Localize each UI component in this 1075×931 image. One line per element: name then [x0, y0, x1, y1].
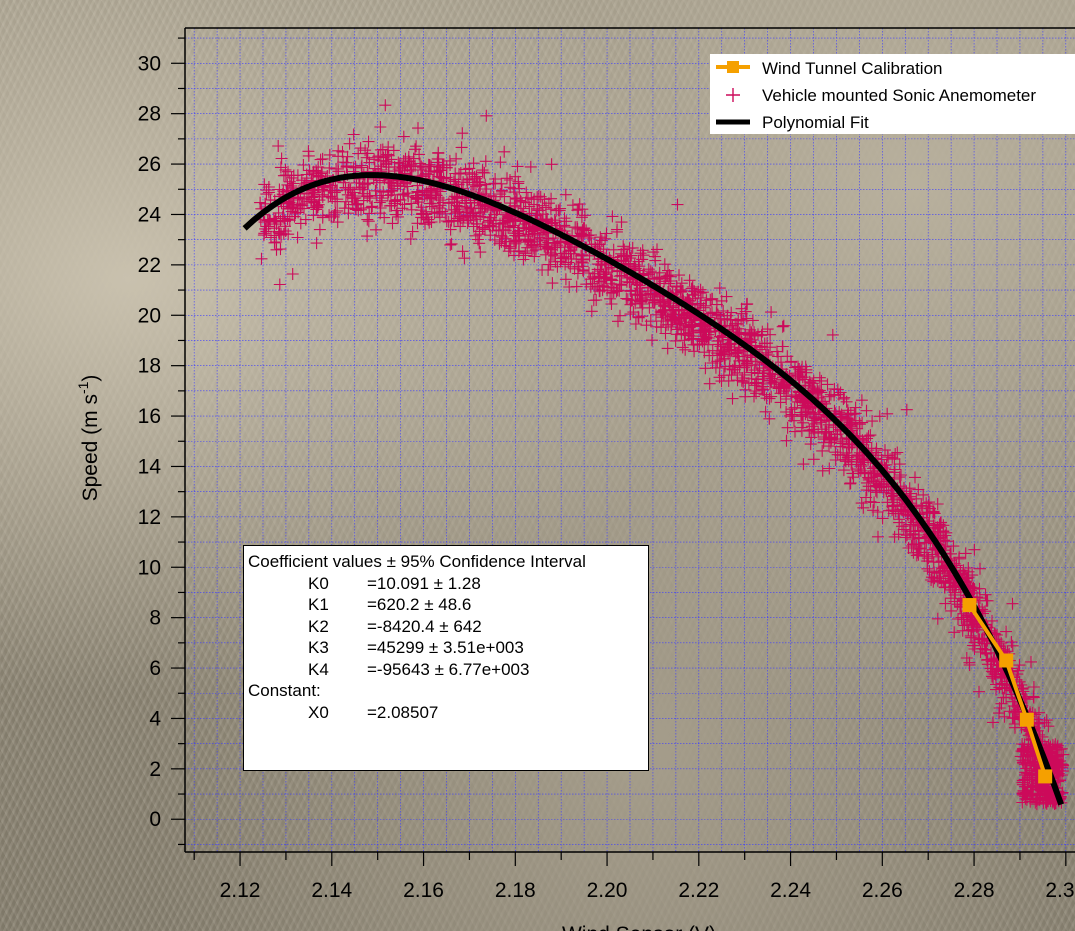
coef-value: =620.2 ± 48.6: [367, 595, 472, 614]
y-axis-title-close: ): [79, 375, 102, 382]
fit-curve: [242, 172, 1065, 806]
y-tick-label: 20: [138, 304, 161, 327]
coef-value: =10.091 ± 1.28: [367, 573, 481, 593]
legend-entry-calibration: Wind Tunnel Calibration: [716, 59, 942, 78]
coef-constant-label: Constant:: [248, 680, 648, 702]
legend-fit-label: Polynomial Fit: [762, 113, 869, 132]
x-tick-labels: 2.12 2.14 2.16 2.18 2.20 2.22 2.24 2.26 2.28 2.30: [193, 852, 1075, 902]
coef-row-k1: K1 =620.2 ± 48.6: [248, 594, 648, 616]
coef-row-k4: K4 =-95643 ± 6.77e+003: [248, 659, 648, 681]
calibration-marker: [962, 598, 977, 613]
coef-name: K0: [308, 573, 329, 593]
legend-entry-sonic: Vehicle mounted Sonic Anemometer: [726, 86, 1036, 105]
coef-row-k0: K0 =10.091 ± 1.28: [248, 573, 648, 595]
legend-box: [710, 54, 1075, 134]
x-tick-label: 2.20: [587, 879, 628, 902]
coef-name: K4: [308, 659, 329, 679]
sonic-anemometer-series: [254, 99, 1070, 811]
x-tick-label: 2.28: [954, 879, 995, 902]
legend-entry-fit: Polynomial Fit: [716, 113, 869, 132]
x-tick-label: 2.24: [770, 879, 811, 902]
coef-name: X0: [308, 702, 329, 722]
y-tick-label: 8: [149, 607, 161, 630]
coef-row-k3: K3 =45299 ± 3.51e+003: [248, 637, 648, 659]
coef-constant-text: Constant:: [248, 681, 321, 700]
axes: [184, 27, 1075, 853]
y-tick-label: 0: [149, 808, 161, 831]
y-tick-label: 26: [138, 153, 161, 176]
sonic-plus-markers: [254, 99, 1070, 811]
calibration-line: [967, 603, 1048, 778]
x-tick-label: 2.16: [403, 879, 444, 902]
legend-calibration-marker: [727, 61, 739, 73]
coef-value: =45299 ± 3.51e+003: [367, 638, 524, 657]
x-tick-label: 2.22: [678, 879, 719, 902]
coef-value: =2.08507: [367, 702, 439, 722]
y-axis-title-main: Speed (m s: [79, 394, 102, 501]
svg-text:Speed (m s-1): Speed (m s-1): [75, 375, 102, 502]
y-tick-label: 30: [138, 52, 161, 75]
legend-calibration-label: Wind Tunnel Calibration: [762, 59, 942, 78]
y-axis-title-superscript: -1: [75, 381, 91, 394]
x-tick-label: 2.14: [311, 879, 352, 902]
y-tick-label: 18: [138, 355, 161, 378]
polynomial-fit-series: [242, 172, 1065, 806]
coef-value: =-95643 ± 6.77e+003: [367, 659, 530, 679]
legend-sonic-marker: [726, 88, 740, 102]
legend-sonic-label: Vehicle mounted Sonic Anemometer: [762, 86, 1036, 105]
fit-coefficients-box: Coefficient values ± 95% Confidence Inte…: [243, 545, 649, 771]
y-tick-label: 16: [138, 405, 161, 428]
x-tick-label: 2.30: [1045, 879, 1075, 902]
y-axis-title: Speed (m s-1): [75, 375, 102, 502]
y-tick-label: 12: [138, 506, 161, 529]
coef-value: =-8420.4 ± 642: [367, 616, 482, 636]
y-tick-label: 10: [138, 556, 161, 579]
y-tick-label: 22: [138, 254, 161, 277]
coef-row-x0: X0 =2.08507: [248, 702, 648, 724]
x-axis-title: Wind Sensor (V): [562, 923, 716, 931]
coef-name: K2: [308, 616, 329, 636]
coef-row-k2: K2 =-8420.4 ± 642: [248, 616, 648, 638]
coef-header: Coefficient values ± 95% Confidence Inte…: [248, 551, 648, 573]
x-tick-label: 2.26: [862, 879, 903, 902]
y-tick-label: 14: [138, 455, 162, 478]
calibration-marker: [1038, 769, 1053, 784]
coef-name: K3: [308, 638, 329, 657]
calibration-marker: [1019, 712, 1034, 727]
coef-name: K1: [308, 595, 329, 614]
coef-header-text: Coefficient values ± 95% Confidence Inte…: [248, 552, 586, 571]
y-tick-label: 4: [149, 707, 161, 730]
x-tick-label: 2.12: [220, 879, 261, 902]
legend: Wind Tunnel Calibration Vehicle mounted …: [710, 54, 1075, 134]
calibration-marker: [999, 653, 1014, 668]
y-tick-label: 2: [149, 758, 161, 781]
y-tick-label: 6: [149, 657, 161, 680]
wind-tunnel-calibration-series: [962, 598, 1053, 784]
y-tick-label: 24: [138, 203, 162, 226]
x-tick-label: 2.18: [495, 879, 536, 902]
y-tick-label: 28: [138, 103, 161, 126]
